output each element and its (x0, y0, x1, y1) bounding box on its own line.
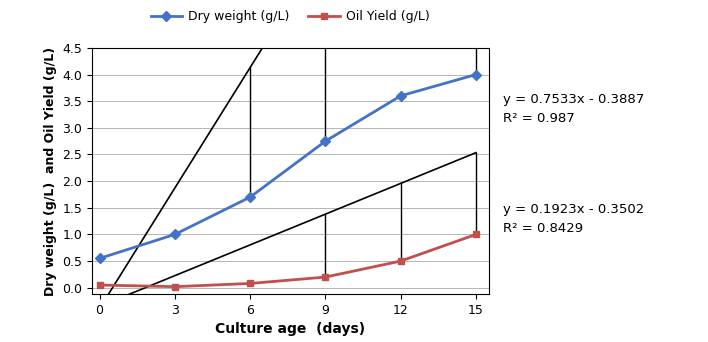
Dry weight (g/L) (246, 195, 254, 199)
Oil Yield (g/L) (321, 275, 330, 279)
Dry weight (g/L) (396, 94, 405, 98)
Text: y = 0.1923x - 0.3502
R² = 0.8429: y = 0.1923x - 0.3502 R² = 0.8429 (503, 203, 644, 235)
Oil Yield (g/L) (472, 232, 480, 236)
Oil Yield (g/L) (396, 259, 405, 263)
Oil Yield (g/L) (96, 283, 104, 287)
Dry weight (g/L) (321, 139, 330, 143)
Dry weight (g/L) (171, 232, 179, 236)
Line: Dry weight (g/L): Dry weight (g/L) (96, 71, 479, 262)
Dry weight (g/L) (472, 73, 480, 77)
Oil Yield (g/L) (171, 285, 179, 289)
Line: Oil Yield (g/L): Oil Yield (g/L) (96, 231, 479, 290)
Oil Yield (g/L) (246, 281, 254, 286)
Text: y = 0.7533x - 0.3887
R² = 0.987: y = 0.7533x - 0.3887 R² = 0.987 (503, 93, 644, 126)
Legend: Dry weight (g/L), Oil Yield (g/L): Dry weight (g/L), Oil Yield (g/L) (146, 5, 435, 28)
X-axis label: Culture age  (days): Culture age (days) (215, 323, 365, 337)
Y-axis label: Dry weight (g/L)  and Oil Yield (g/L): Dry weight (g/L) and Oil Yield (g/L) (44, 47, 57, 295)
Dry weight (g/L) (96, 256, 104, 261)
